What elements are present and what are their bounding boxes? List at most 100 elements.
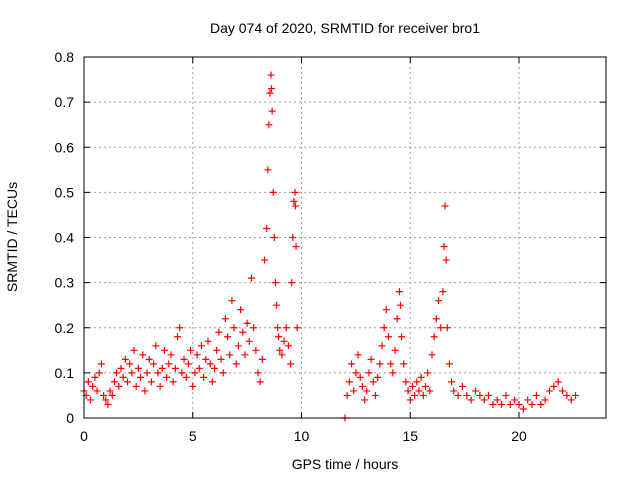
data-point [426,387,434,395]
data-point [467,396,475,404]
data-point [358,382,366,390]
data-point [182,373,190,381]
data-point [442,256,450,264]
data-point [400,360,408,368]
data-point [108,391,116,399]
data-point [165,360,173,368]
data-point [545,387,553,395]
data-point [458,382,466,390]
data-point [398,333,406,341]
data-point [554,378,562,386]
y-tick-label: 0.6 [55,139,75,155]
x-tick-label: 5 [189,428,197,444]
data-point [454,391,462,399]
data-point [445,360,453,368]
data-point [411,391,419,399]
data-point [97,360,105,368]
data-point [134,364,142,372]
data-point [374,373,382,381]
data-point [150,360,158,368]
data-point [202,355,210,363]
data-point [169,378,177,386]
data-point [498,400,506,408]
data-point [528,400,536,408]
data-point [365,369,373,377]
data-point [354,351,362,359]
data-point [367,355,375,363]
data-point [84,378,92,386]
data-point [419,391,427,399]
data-point [541,396,549,404]
y-tick-label: 0.3 [55,275,75,291]
y-tick-label: 0 [66,410,74,426]
chart-title: Day 074 of 2020, SRMTID for receiver bro… [210,20,480,36]
data-point [87,396,95,404]
data-point [369,378,377,386]
data-point [226,351,234,359]
data-point [252,346,260,354]
data-point [378,342,386,350]
data-point [156,382,164,390]
x-tick-label: 20 [511,428,527,444]
data-point [284,342,292,350]
data-point [221,315,229,323]
data-point [234,342,242,350]
data-point [104,400,112,408]
data-point [110,378,118,386]
data-point [443,324,451,332]
x-tick-label: 0 [80,428,88,444]
data-point [184,360,192,368]
data-point [280,337,288,345]
data-point [371,391,379,399]
data-point [437,324,445,332]
data-point [228,297,236,305]
data-point [393,315,401,323]
data-point [187,346,195,354]
data-point [278,351,286,359]
data-point [563,391,571,399]
data-point [272,301,280,309]
data-point [424,369,432,377]
data-point [502,391,510,399]
y-tick-label: 0.2 [55,320,75,336]
data-point [440,243,448,251]
data-point [158,364,166,372]
data-point [95,369,103,377]
data-point [191,369,199,377]
data-point [287,360,295,368]
data-point [356,373,364,381]
data-point [291,202,299,210]
data-point [395,288,403,296]
data-point [489,400,497,408]
data-point [524,396,532,404]
data-point [271,279,279,287]
data-point [93,387,101,395]
data-point [441,202,449,210]
data-point [266,89,274,97]
data-point [439,288,447,296]
data-point [102,396,110,404]
data-point [121,355,129,363]
data-point [163,373,171,381]
data-point [430,333,438,341]
data-point [141,387,149,395]
data-point [275,333,283,341]
data-point [396,301,404,309]
data-point [176,324,184,332]
data-point [197,342,205,350]
data-point [406,396,414,404]
data-point [113,369,121,377]
data-point [435,297,443,305]
y-tick-label: 0.7 [55,94,75,110]
data-point [511,396,519,404]
data-point [428,351,436,359]
data-point [404,387,412,395]
data-point [265,121,273,129]
data-point [261,256,269,264]
data-point [448,378,456,386]
data-point [128,369,136,377]
y-tick-label: 0.8 [55,49,75,65]
data-point [506,400,514,408]
data-point [115,382,123,390]
